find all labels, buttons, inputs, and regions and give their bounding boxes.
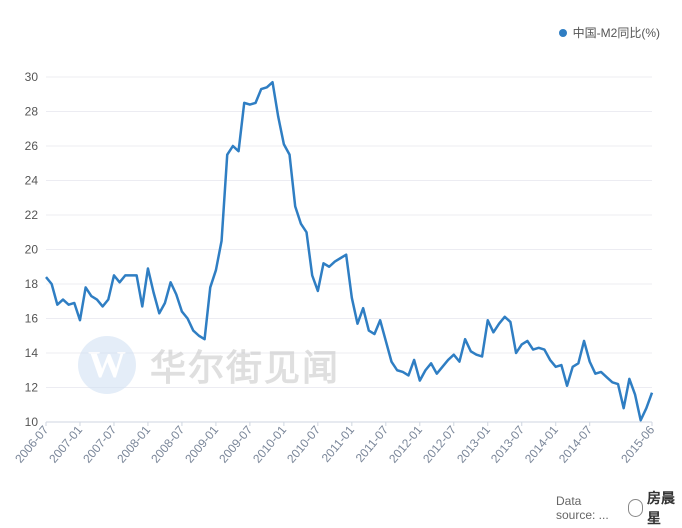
y-tick-label: 12 — [25, 381, 39, 395]
y-tick-label: 26 — [25, 139, 39, 153]
y-tick-label: 28 — [25, 105, 39, 119]
data-source-text: Data source: ... — [556, 494, 609, 522]
brand-name: 房晨星 — [647, 490, 676, 526]
footer: Data source: ... 房晨星 — [556, 488, 682, 528]
watermark: W 华尔街见闻 — [78, 336, 340, 394]
legend-label: 中国-M2同比(%) — [572, 26, 660, 40]
x-tick-label: 2009-01 — [182, 423, 221, 466]
y-tick-label: 18 — [25, 277, 39, 291]
x-tick-label: 2007-07 — [80, 423, 119, 466]
x-tick-label: 2008-01 — [114, 423, 153, 466]
y-tick-label: 24 — [25, 174, 39, 188]
y-tick-label: 20 — [25, 243, 39, 257]
x-tick-label: 2013-07 — [488, 423, 527, 466]
x-axis-ticks: 2006-072007-012007-072008-012008-072009-… — [12, 422, 658, 466]
x-tick-label: 2012-01 — [386, 423, 425, 466]
y-axis-ticks: 10 12 14 16 18 20 22 24 26 28 30 — [25, 70, 39, 429]
series-layer — [45, 80, 654, 422]
wechat-icon — [627, 499, 644, 517]
x-tick-label: 2010-07 — [284, 423, 323, 466]
x-tick-label: 2009-07 — [216, 423, 255, 466]
watermark-logo: W — [78, 336, 136, 394]
x-tick-label: 2014-07 — [556, 423, 595, 466]
watermark-text: 华尔街见闻 — [150, 348, 341, 389]
chart-legend[interactable]: 中国-M2同比(%) — [558, 24, 660, 41]
x-tick-label: 2008-07 — [148, 423, 187, 466]
series-line-m2[interactable] — [45, 80, 654, 422]
y-tick-label: 30 — [25, 70, 39, 84]
legend-marker — [558, 28, 567, 37]
x-tick-label: 2012-07 — [420, 423, 459, 466]
y-tick-label: 16 — [25, 312, 39, 326]
x-tick-label: 2014-01 — [522, 423, 561, 466]
x-tick-label: 2013-01 — [454, 423, 493, 466]
y-tick-label: 14 — [25, 346, 39, 360]
x-tick-label: 2015-06 — [618, 423, 657, 466]
x-tick-label: 2010-01 — [250, 423, 289, 466]
gridlines — [46, 76, 652, 388]
x-tick-label: 2007-01 — [46, 423, 85, 466]
x-tick-label: 2011-01 — [319, 423, 358, 465]
y-tick-label: 22 — [25, 208, 39, 222]
x-tick-label: 2011-07 — [353, 423, 392, 465]
x-tick-label: 2006-07 — [12, 423, 51, 466]
y-tick-label: 10 — [25, 415, 39, 429]
